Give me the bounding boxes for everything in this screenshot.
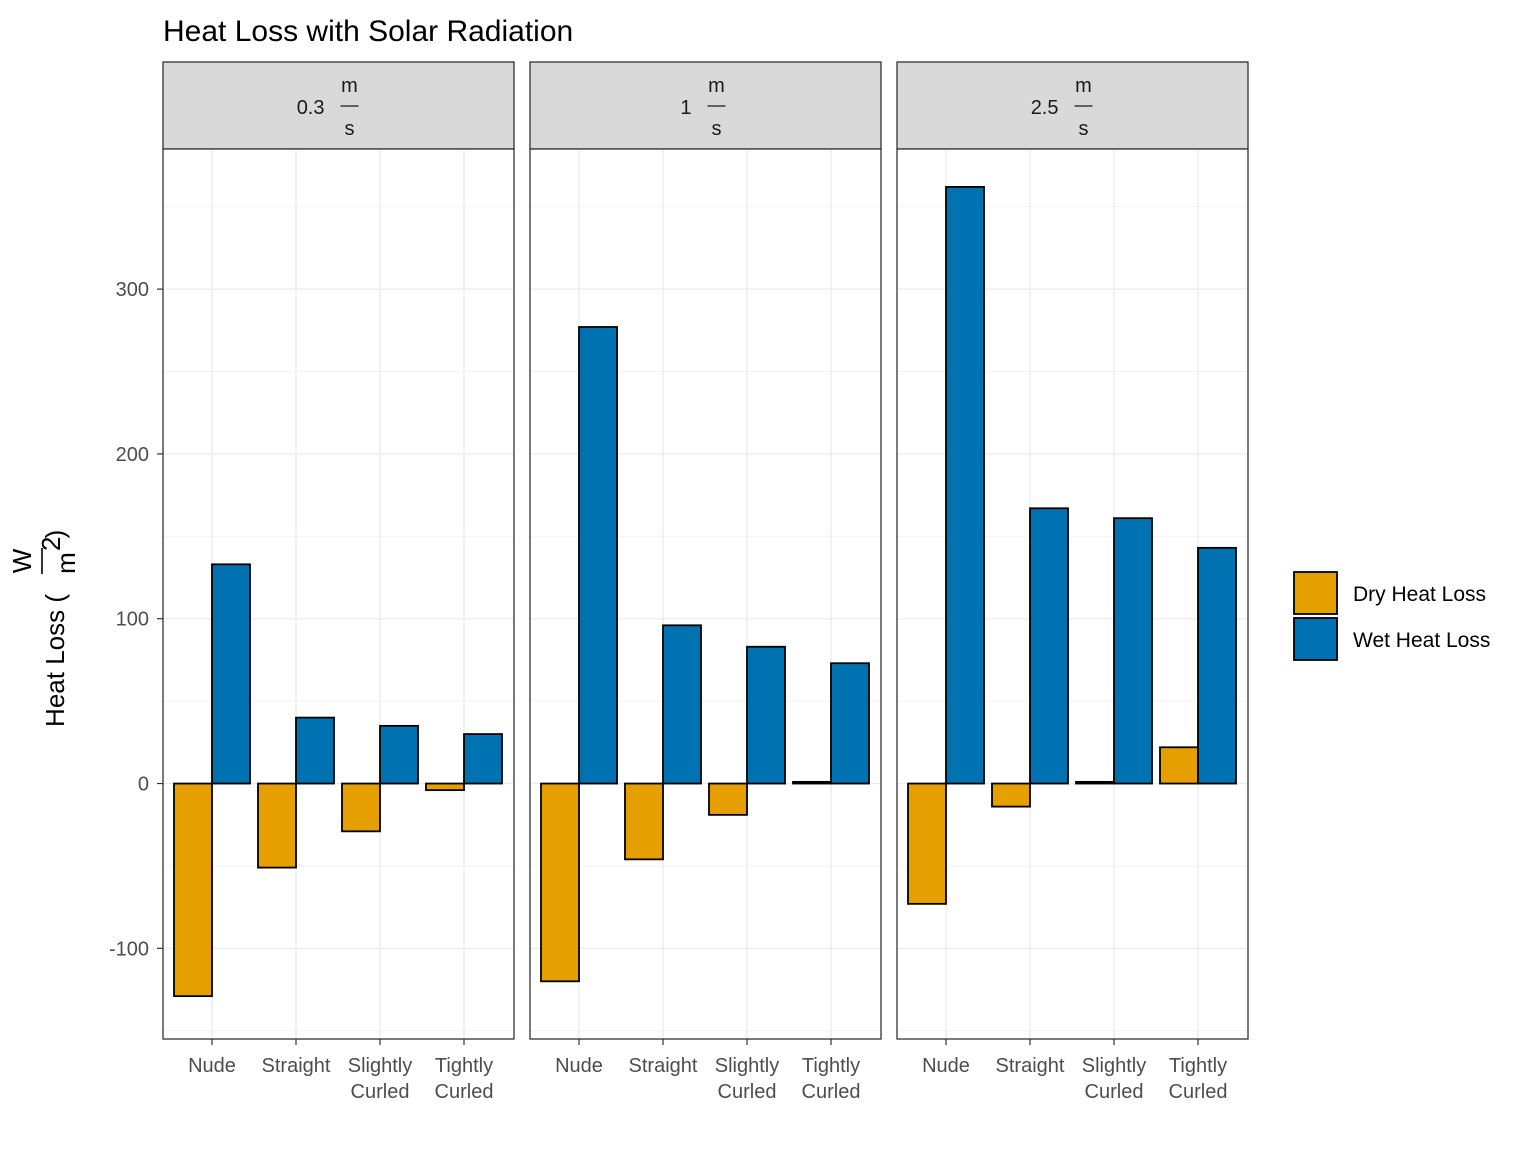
chart-title: Heat Loss with Solar Radiation bbox=[163, 15, 573, 48]
facet-unit-numerator: m bbox=[341, 75, 358, 97]
facet-strip-label: 1 bbox=[680, 97, 691, 119]
legend: Dry Heat Loss Wet Heat Loss bbox=[1293, 571, 1490, 661]
legend-key bbox=[1293, 571, 1338, 615]
x-tick-label: Curled bbox=[802, 1081, 861, 1103]
x-tick-label: Nude bbox=[188, 1055, 236, 1077]
legend-label: Wet Heat Loss bbox=[1353, 629, 1490, 652]
panel-border bbox=[529, 148, 882, 1040]
x-tick-label: Nude bbox=[922, 1055, 970, 1077]
x-tick-label: Straight bbox=[996, 1055, 1065, 1077]
x-tick-label: Curled bbox=[1169, 1081, 1228, 1103]
dry-heat-loss-bar bbox=[624, 782, 664, 861]
facet-panel: 0.3 ms Nude Straight Slightly Curled Tightly Cu… bbox=[162, 61, 515, 1103]
facet-strip bbox=[162, 61, 515, 150]
facet-unit-numerator: m bbox=[708, 75, 725, 97]
x-tick-label: Curled bbox=[435, 1081, 494, 1103]
facet-panel: 1ms Nude Straight Slightly Curled Tightly Curl… bbox=[529, 61, 882, 1103]
wet-heat-loss-bar bbox=[662, 624, 702, 785]
wet-heat-loss-bar bbox=[1197, 546, 1237, 785]
x-tick-label: Straight bbox=[262, 1055, 331, 1077]
x-tick-label: Slightly bbox=[348, 1055, 412, 1077]
dry-heat-loss-bar bbox=[341, 782, 381, 833]
x-tick-label: Tightly bbox=[1169, 1055, 1227, 1077]
y-axis-unit-exponent: 2 bbox=[36, 537, 66, 551]
x-tick-label: Slightly bbox=[1082, 1055, 1146, 1077]
dry-heat-loss-bar bbox=[991, 782, 1031, 808]
dry-heat-loss-bar bbox=[1075, 780, 1115, 785]
wet-heat-loss-bar bbox=[830, 662, 870, 785]
facet-unit-numerator: m bbox=[1075, 75, 1092, 97]
x-tick-label: Curled bbox=[351, 1081, 410, 1103]
y-axis-title-main: Heat Loss ( bbox=[40, 594, 70, 727]
wet-heat-loss-bar bbox=[945, 186, 985, 785]
panel-border bbox=[162, 148, 515, 1040]
dry-heat-loss-bar bbox=[792, 780, 832, 785]
x-tick-label: Nude bbox=[555, 1055, 603, 1077]
y-axis-title-text: Heat Loss (W m2) bbox=[7, 530, 81, 727]
wet-heat-loss-bar bbox=[463, 733, 503, 785]
facet-strip bbox=[896, 61, 1249, 150]
dry-heat-loss-bar bbox=[173, 782, 213, 998]
y-tick-label: 0 bbox=[138, 774, 149, 796]
y-tick-label: 200 bbox=[116, 444, 149, 466]
dry-heat-loss-bar bbox=[540, 782, 580, 983]
facet-unit-denominator: s bbox=[345, 118, 355, 140]
wet-heat-loss-bar bbox=[1113, 517, 1153, 785]
dry-heat-loss-bar bbox=[257, 782, 297, 869]
x-tick-label: Tightly bbox=[802, 1055, 860, 1077]
legend-key bbox=[1293, 617, 1338, 661]
x-tick-label: Slightly bbox=[715, 1055, 779, 1077]
facet-strip-label: 0.3 bbox=[297, 97, 325, 119]
y-tick-label: 300 bbox=[116, 279, 149, 301]
dry-heat-loss-bar bbox=[1159, 746, 1199, 785]
x-tick-label: Curled bbox=[718, 1081, 777, 1103]
dry-heat-loss-bar bbox=[708, 782, 748, 816]
facet-panel: 2.5 ms Nude Straight Slightly Curled Tightly Cu… bbox=[896, 61, 1249, 1103]
facet-unit-denominator: s bbox=[712, 118, 722, 140]
y-axis-unit-numerator: W bbox=[7, 548, 37, 573]
dry-heat-loss-bar bbox=[425, 782, 465, 792]
dry-heat-loss-bar bbox=[907, 782, 947, 905]
y-tick-label: -100 bbox=[109, 938, 149, 960]
wet-heat-loss-bar bbox=[379, 724, 419, 785]
panel-border bbox=[896, 148, 1249, 1040]
y-axis-title: Heat Loss (W m2) bbox=[7, 530, 81, 727]
wet-heat-loss-bar bbox=[1029, 507, 1069, 785]
facet-strip-label: 2.5 bbox=[1031, 97, 1059, 119]
x-tick-label: Straight bbox=[629, 1055, 698, 1077]
x-tick-label: Tightly bbox=[435, 1055, 493, 1077]
facet-unit-denominator: s bbox=[1079, 118, 1089, 140]
x-tick-label: Curled bbox=[1085, 1081, 1144, 1103]
y-axis-unit-denominator: m bbox=[51, 552, 81, 574]
legend-label: Dry Heat Loss bbox=[1353, 583, 1486, 606]
wet-heat-loss-bar bbox=[578, 326, 618, 785]
facet-strip bbox=[529, 61, 882, 150]
wet-heat-loss-bar bbox=[211, 563, 251, 785]
wet-heat-loss-bar bbox=[295, 716, 335, 785]
y-axis-ticks: -100 0 100 200 300 bbox=[109, 279, 163, 960]
y-tick-label: 100 bbox=[116, 609, 149, 631]
y-axis-title-close: ) bbox=[40, 530, 70, 539]
wet-heat-loss-bar bbox=[746, 645, 786, 785]
